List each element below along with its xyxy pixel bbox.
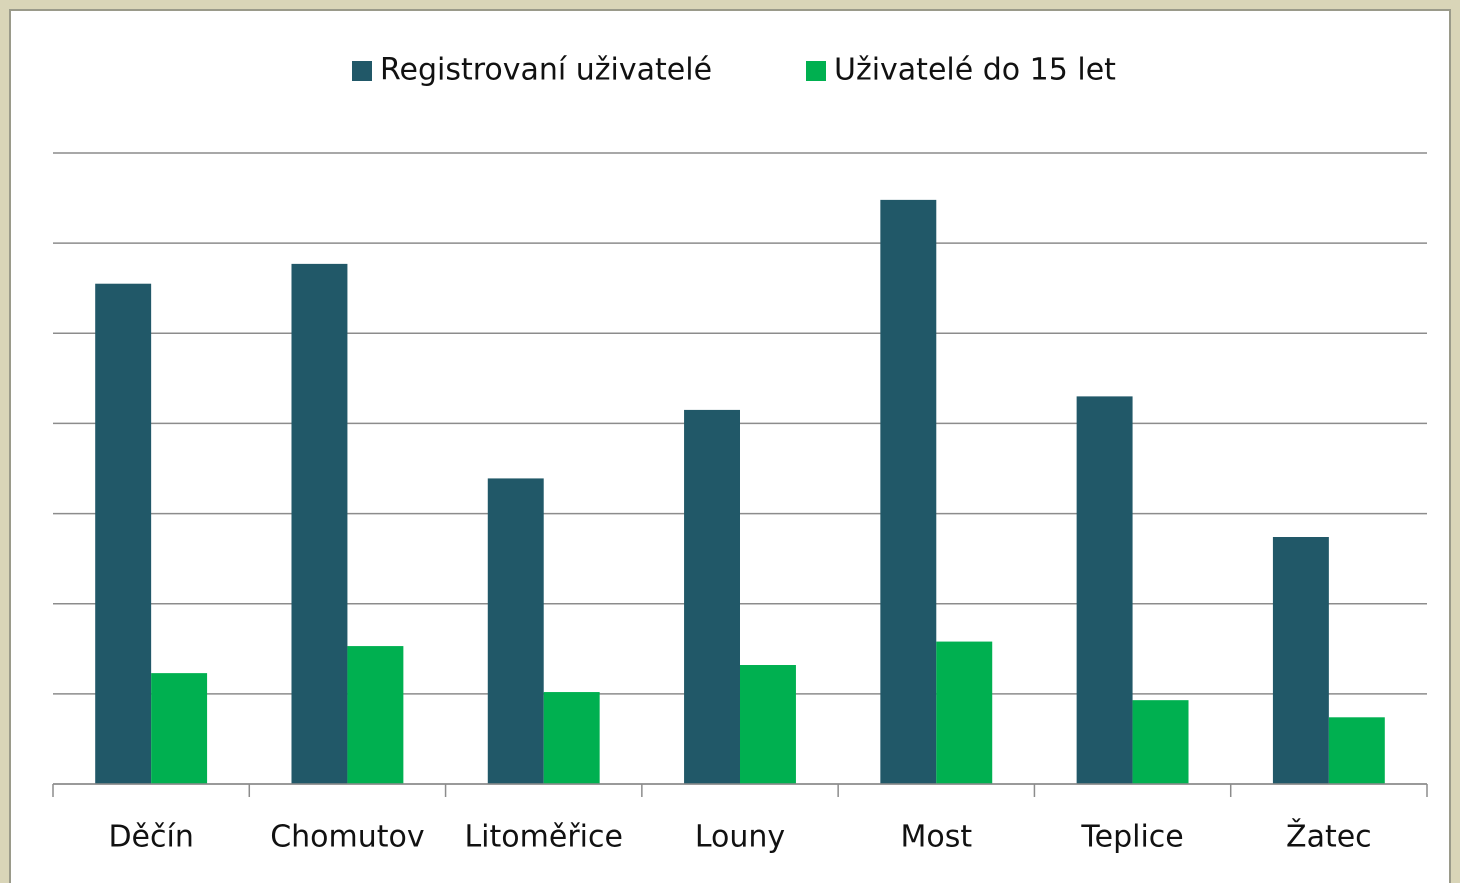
x-tick-label: Teplice: [1080, 820, 1183, 855]
bar: [291, 263, 348, 784]
bar: [936, 641, 993, 784]
legend-swatch: [806, 61, 826, 81]
bar: [880, 199, 937, 785]
x-tick-label: Žatec: [1286, 819, 1372, 855]
bar: [1272, 537, 1329, 784]
x-tick-label: Most: [900, 820, 972, 855]
x-tick-label: Chomutov: [270, 820, 424, 855]
bar: [740, 665, 796, 784]
bar: [1328, 717, 1385, 784]
bar: [1132, 700, 1189, 784]
legend-swatch: [352, 61, 372, 81]
bar: [487, 478, 544, 784]
x-tick-label: Louny: [695, 820, 785, 855]
x-tick-label: Děčín: [108, 820, 193, 855]
x-tick-label: Litoměřice: [464, 820, 622, 855]
bar: [1076, 396, 1133, 784]
legend-label: Registrovaní uživatelé: [380, 53, 712, 88]
bar: [543, 692, 600, 784]
bar: [95, 283, 152, 784]
bar: [347, 646, 404, 784]
bar: [151, 673, 208, 784]
legend-label: Uživatelé do 15 let: [834, 53, 1116, 88]
bar: [684, 409, 740, 784]
